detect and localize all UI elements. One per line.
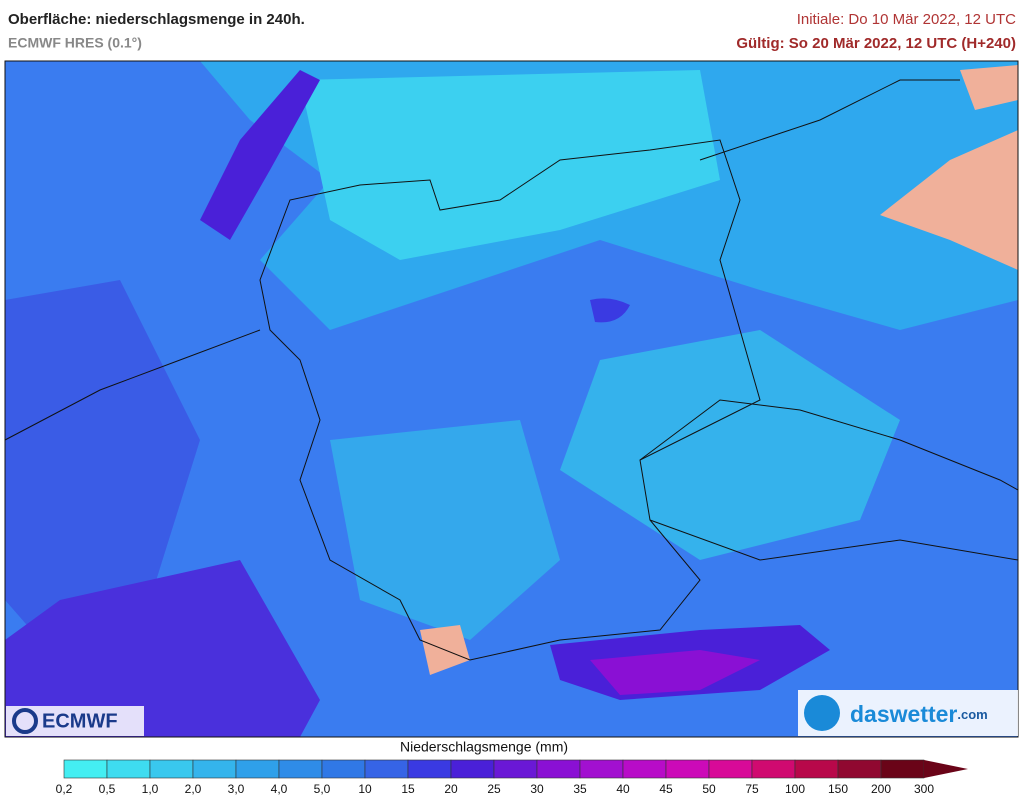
legend-swatch <box>536 759 581 779</box>
legend-swatch <box>106 759 151 779</box>
legend-tick-label: 5,0 <box>314 782 331 796</box>
legend-swatch <box>407 759 452 779</box>
legend-tick-label: 50 <box>702 782 716 796</box>
legend-tick-label: 10 <box>358 782 372 796</box>
ecmwf-logo: ECMWF <box>6 706 144 736</box>
valid-time: Gültig: So 20 Mär 2022, 12 UTC (H+240) <box>736 35 1016 52</box>
legend-tick-label: 35 <box>573 782 587 796</box>
init-time: Initiale: Do 10 Mär 2022, 12 UTC <box>797 11 1016 28</box>
colorbar: 0,2 0,5 1,0 2,0 3,0 4,0 5,0 10 15 20 25 30 35 40 45 50 7… <box>56 759 968 796</box>
legend-swatch <box>235 759 280 779</box>
legend-arrow <box>924 760 968 778</box>
legend-tick-label: 20 <box>444 782 458 796</box>
daswetter-logo-text: daswetter.com <box>850 701 988 727</box>
legend-tick-label: 300 <box>914 782 934 796</box>
legend-tick-label: 45 <box>659 782 673 796</box>
daswetter-logo: daswetter.com <box>798 690 1018 736</box>
legend-tick-label: 1,0 <box>142 782 159 796</box>
map <box>4 60 1019 738</box>
legend-tick-label: 4,0 <box>271 782 288 796</box>
legend-tick-label: 25 <box>487 782 501 796</box>
legend-swatch <box>493 759 538 779</box>
legend-tick-label: 0,2 <box>56 782 73 796</box>
legend-tick-label: 75 <box>745 782 759 796</box>
legend-swatch <box>278 759 323 779</box>
legend-title: Niederschlagsmenge (mm) <box>400 739 568 755</box>
legend-swatch <box>450 759 495 779</box>
legend-swatch <box>665 759 710 779</box>
legend-swatch <box>63 759 108 779</box>
legend-swatch <box>192 759 237 779</box>
map-title: Oberfläche: niederschlagsmenge in 240h. <box>8 11 305 28</box>
legend-swatch <box>708 759 753 779</box>
legend-tick-label: 200 <box>871 782 891 796</box>
legend-tick-label: 30 <box>530 782 544 796</box>
ecmwf-logo-text: ECMWF <box>42 710 118 732</box>
legend-tick-label: 2,0 <box>185 782 202 796</box>
legend-swatch <box>751 759 796 779</box>
legend-swatch <box>321 759 366 779</box>
legend-swatch <box>837 759 882 779</box>
legend-swatch <box>579 759 624 779</box>
legend-swatch <box>622 759 667 779</box>
legend-swatch <box>794 759 839 779</box>
legend-tick-label: 150 <box>828 782 848 796</box>
legend-tick-label: 40 <box>616 782 630 796</box>
legend-swatch <box>149 759 194 779</box>
map-subtitle: ECMWF HRES (0.1°) <box>8 35 142 51</box>
legend-swatch <box>880 759 925 779</box>
legend-tick-label: 15 <box>401 782 415 796</box>
legend-tick-label: 3,0 <box>228 782 245 796</box>
legend-swatch <box>364 759 409 779</box>
legend-tick-label: 100 <box>785 782 805 796</box>
legend-tick-label: 0,5 <box>99 782 116 796</box>
